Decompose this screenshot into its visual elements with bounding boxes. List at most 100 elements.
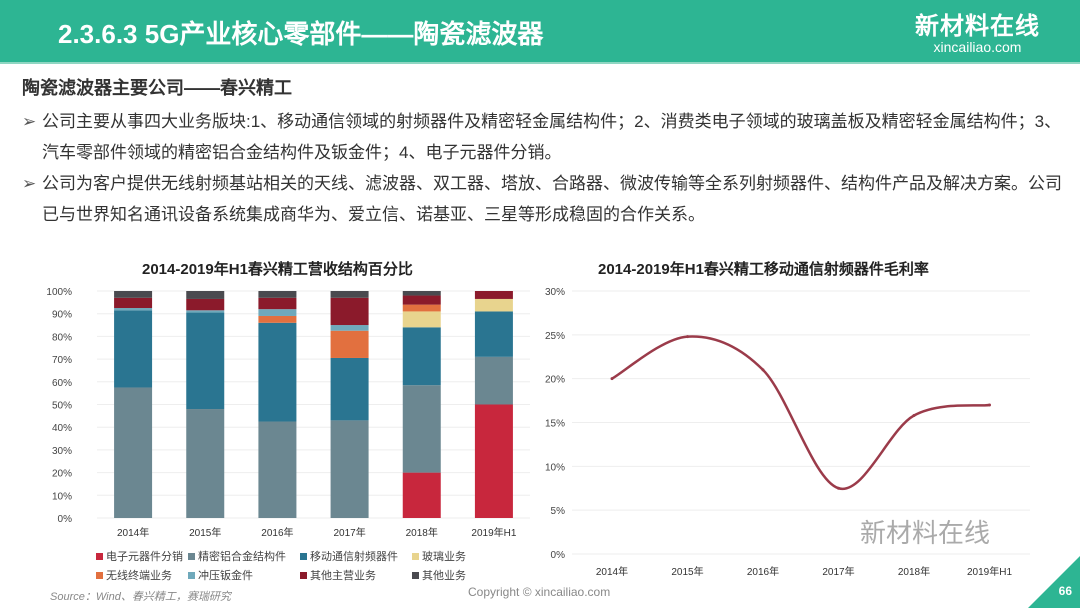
legend-item: 电子元器件分销 [96, 548, 188, 564]
bar-segment [258, 297, 297, 310]
bar-segment [402, 291, 441, 296]
x-tick-label: 2017年 [333, 526, 365, 539]
bar-segment [114, 308, 153, 311]
bar-segment [114, 387, 153, 518]
bar-segment [402, 385, 441, 473]
bar-segment [258, 421, 297, 518]
source-note: Source：Wind、春兴精工，赛瑞研究 [50, 591, 231, 603]
y-tick-label: 30% [545, 287, 565, 298]
bar-segment [474, 311, 513, 357]
x-tick-label: 2019年H1 [471, 526, 516, 539]
bar-segment [186, 310, 225, 313]
logo-cn: 新材料在线 [915, 13, 1040, 40]
copyright: Copyright © xincailiao.com [468, 585, 611, 599]
bar-segment [258, 309, 297, 316]
bar-segment [330, 420, 369, 518]
legend-label: 其他主营业务 [310, 570, 376, 582]
bar-segment [474, 291, 513, 299]
legend-item: 无线终端业务 [96, 567, 188, 583]
x-tick-label: 2018年 [898, 565, 930, 578]
y-tick-label: 50% [52, 401, 72, 412]
bullet-list: ➢ 公司主要从事四大业务版块:1、移动通信领域的射频器件及精密轻金属结构件；2、消… [22, 106, 1062, 230]
legend-label: 电子元器件分销 [106, 551, 183, 563]
legend-swatch [188, 572, 195, 579]
data-point [988, 403, 991, 407]
y-tick-label: 90% [52, 310, 72, 321]
wechat-watermark: 新材料在线 [860, 518, 991, 548]
bar-segment [474, 298, 513, 312]
y-tick-label: 60% [52, 378, 72, 389]
legend-label: 冲压钣金件 [198, 570, 253, 582]
bar-segment [186, 409, 225, 518]
data-point [837, 486, 840, 490]
bar-segment [330, 357, 369, 421]
legend-swatch [188, 553, 195, 560]
section-subtitle: 陶瓷滤波器主要公司——春兴精工 [22, 78, 292, 98]
x-tick-label: 2016年 [261, 526, 293, 539]
bar-segment [402, 327, 441, 386]
data-point [761, 368, 765, 372]
legend-item: 其他主营业务 [300, 567, 412, 583]
y-tick-label: 20% [545, 375, 565, 386]
legend-item: 玻璃业务 [412, 548, 492, 564]
legend-swatch [412, 572, 419, 579]
y-tick-label: 0% [58, 514, 73, 525]
bar-segment [114, 291, 153, 298]
y-tick-label: 15% [545, 419, 565, 430]
bar-chart-legend: 电子元器件分销 精密铝合金结构件 移动通信射频器件 玻璃业务无线终端业务 冲压钣金件 其他… [96, 548, 492, 583]
bullet-item: ➢ 公司主要从事四大业务版块:1、移动通信领域的射频器件及精密轻金属结构件；2、消… [22, 106, 1062, 168]
bar-segment [474, 404, 513, 518]
bar-segment [330, 291, 369, 298]
legend-label: 无线终端业务 [106, 570, 172, 582]
data-point [686, 335, 689, 339]
arrow-icon: ➢ [22, 112, 37, 131]
legend-item: 其他业务 [412, 567, 492, 583]
y-tick-label: 0% [551, 550, 566, 561]
bar-segment [330, 330, 369, 358]
bullet-text: 公司主要从事四大业务版块:1、移动通信领域的射频器件及精密轻金属结构件；2、消费… [42, 112, 1062, 162]
bar-segment [402, 304, 441, 312]
bar-segment [402, 295, 441, 305]
y-tick-label: 70% [52, 355, 72, 366]
bar-chart-title: 2014-2019年H1春兴精工营收结构百分比 [142, 261, 413, 278]
page-corner [1028, 556, 1080, 608]
line-chart-title: 2014-2019年H1春兴精工移动通信射频器件毛利率 [598, 261, 929, 278]
slide-header: 2.3.6.3 5G产业核心零部件——陶瓷滤波器 新材料在线 xincailia… [0, 0, 1080, 64]
bar-segment [114, 310, 153, 388]
y-tick-label: 40% [52, 423, 72, 434]
bar-segment [474, 356, 513, 405]
legend-label: 玻璃业务 [422, 551, 466, 563]
legend-swatch [96, 553, 103, 560]
y-tick-label: 80% [52, 332, 72, 343]
y-tick-label: 20% [52, 469, 72, 480]
bar-segment [402, 472, 441, 518]
y-tick-label: 25% [545, 331, 565, 342]
bar-segment [186, 312, 225, 410]
bar-segment [258, 322, 297, 422]
bar-segment [186, 291, 225, 299]
y-tick-label: 100% [46, 287, 72, 298]
legend-item: 冲压钣金件 [188, 567, 300, 583]
page-number: 66 [1058, 584, 1072, 598]
legend-label: 其他业务 [422, 570, 466, 582]
bar-segment [258, 291, 297, 298]
y-tick-label: 10% [545, 462, 565, 473]
legend-item: 精密铝合金结构件 [188, 548, 300, 564]
legend-label: 移动通信射频器件 [310, 551, 398, 563]
bar-segment [114, 297, 153, 309]
data-point [912, 413, 916, 417]
bar-segment [186, 298, 225, 311]
logo: 新材料在线 xincailiao.com [915, 6, 1040, 55]
slide-title: 2.3.6.3 5G产业核心零部件——陶瓷滤波器 [58, 19, 544, 49]
x-tick-label: 2015年 [671, 565, 703, 578]
legend-swatch [300, 553, 307, 560]
x-tick-label: 2016年 [747, 565, 779, 578]
legend-item: 移动通信射频器件 [300, 548, 412, 564]
legend-swatch [300, 572, 307, 579]
x-tick-label: 2014年 [596, 565, 628, 578]
legend-label: 精密铝合金结构件 [198, 551, 286, 563]
bar-segment [330, 297, 369, 326]
x-tick-label: 2014年 [117, 526, 149, 539]
data-point [610, 377, 614, 381]
